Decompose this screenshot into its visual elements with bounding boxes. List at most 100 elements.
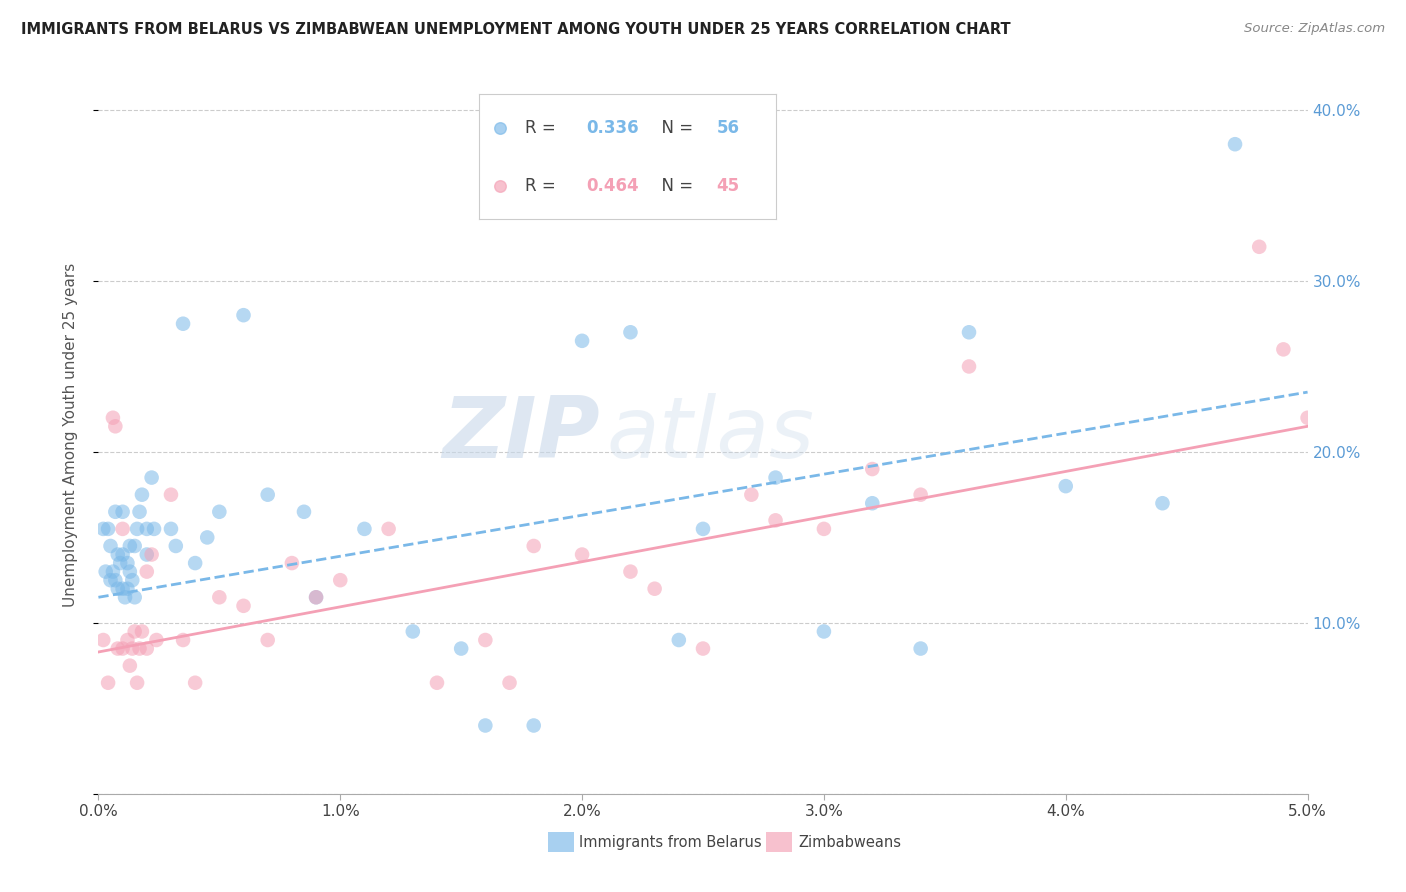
Point [813,522,835,536]
Point [195,530,218,544]
Point [329,573,352,587]
Point [135,548,157,562]
Y-axis label: Unemployment Among Youth under 25 years: Unemployment Among Youth under 25 years [63,263,77,607]
Point [426,675,449,690]
Point [101,410,124,425]
Point [619,325,641,339]
Point [523,718,546,732]
Point [114,591,136,605]
Point [644,582,666,596]
Point [1249,240,1271,254]
Point [208,591,231,605]
Point [100,539,122,553]
Point [128,505,150,519]
Point [111,505,134,519]
Point [124,591,146,605]
Point [121,573,143,587]
Point [141,470,163,484]
Point [111,522,134,536]
Point [118,539,141,553]
Point [91,633,114,648]
Point [131,488,153,502]
Text: ZIP: ZIP [443,393,600,476]
Point [305,591,328,605]
Point [97,522,120,536]
Point [107,641,129,656]
Point [104,505,127,519]
Point [172,317,194,331]
Point [571,334,593,348]
Point [128,641,150,656]
Point [208,505,231,519]
Point [813,624,835,639]
Point [523,539,546,553]
Point [1152,496,1174,510]
Point [957,325,980,339]
Point [91,522,114,536]
Point [124,624,146,639]
Point [104,573,127,587]
Point [107,548,129,562]
Text: Zimbabweans: Zimbabweans [799,835,901,849]
Point [94,565,117,579]
Point [353,522,375,536]
Point [860,462,883,476]
Point [127,522,149,536]
Point [498,675,520,690]
Point [121,641,143,656]
Point [111,548,134,562]
Text: Immigrants from Belarus: Immigrants from Belarus [579,835,762,849]
Point [108,556,131,570]
Point [118,565,141,579]
Point [281,556,304,570]
Point [135,565,157,579]
Point [305,591,328,605]
Point [765,470,787,484]
Point [692,641,714,656]
Text: Source: ZipAtlas.com: Source: ZipAtlas.com [1244,22,1385,36]
Point [160,522,183,536]
Point [118,658,141,673]
Point [256,633,278,648]
Point [1223,137,1246,152]
Point [100,573,122,587]
Point [1054,479,1077,493]
Point [104,419,127,434]
Point [765,513,787,527]
Point [111,641,134,656]
Point [571,548,593,562]
Point [101,565,124,579]
Point [135,641,157,656]
Point [165,539,187,553]
Point [450,641,472,656]
Point [1272,343,1295,357]
Point [141,548,163,562]
Point [145,633,167,648]
Point [910,488,932,502]
Point [111,582,134,596]
Point [860,496,883,510]
Point [740,488,762,502]
Point [117,582,139,596]
Point [124,539,146,553]
Point [232,308,254,322]
Text: IMMIGRANTS FROM BELARUS VS ZIMBABWEAN UNEMPLOYMENT AMONG YOUTH UNDER 25 YEARS CO: IMMIGRANTS FROM BELARUS VS ZIMBABWEAN UN… [21,22,1011,37]
Point [107,582,129,596]
Point [402,624,425,639]
Point [256,488,278,502]
Point [172,633,194,648]
Point [131,624,153,639]
Text: atlas: atlas [606,393,814,476]
Point [184,675,207,690]
Point [474,718,496,732]
Point [184,556,207,570]
Point [117,633,139,648]
Point [127,675,149,690]
Point [957,359,980,374]
Point [143,522,166,536]
Point [232,599,254,613]
Point [668,633,690,648]
Point [692,522,714,536]
Point [135,522,157,536]
Point [910,641,932,656]
